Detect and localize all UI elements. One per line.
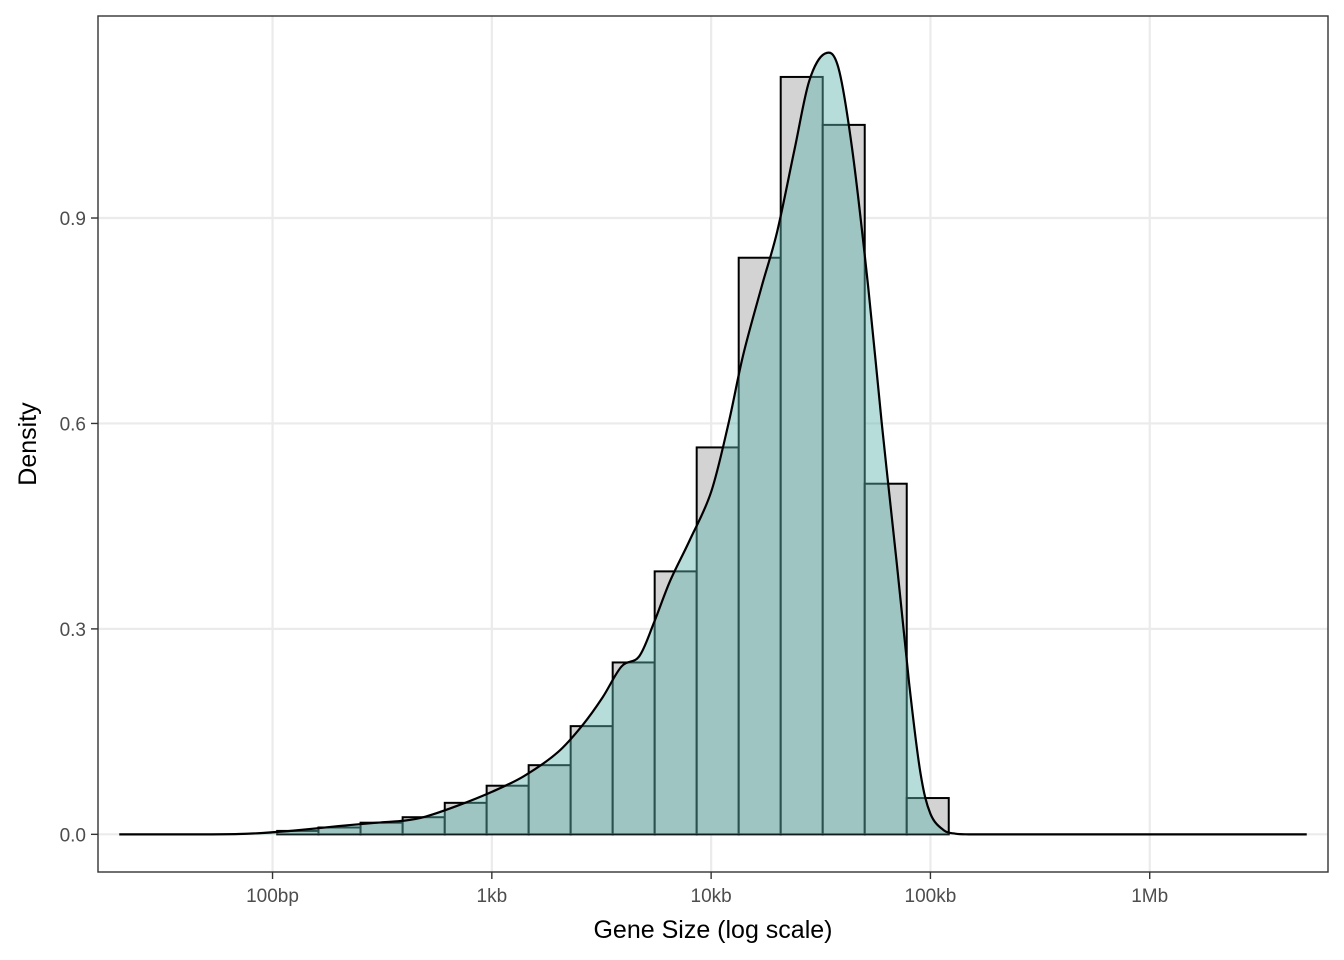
x-tick-label: 100bp <box>246 886 299 907</box>
histogram-bar <box>737 256 782 836</box>
histogram-bar <box>611 661 656 836</box>
histogram-bar <box>569 725 614 836</box>
x-tick-label: 100kb <box>905 886 957 907</box>
histogram-bar <box>863 482 908 836</box>
x-axis: 100bp 1kb 10kb 100kb 1Mb <box>246 872 1168 907</box>
histogram-bar <box>485 784 530 836</box>
x-tick-label: 10kb <box>691 886 732 907</box>
histogram-bars <box>276 75 950 836</box>
histogram-bar <box>779 75 824 836</box>
x-tick-label: 1Mb <box>1131 886 1168 907</box>
y-axis: 0.0 0.3 0.6 0.9 <box>60 209 98 846</box>
y-axis-title: Density <box>14 402 42 486</box>
density-line <box>119 51 1307 836</box>
y-tick-label: 0.0 <box>60 825 86 846</box>
y-tick-label: 0.3 <box>60 620 86 641</box>
x-tick-label: 1kb <box>477 886 508 907</box>
y-tick-label: 0.6 <box>60 414 86 435</box>
panel-border <box>97 15 1329 873</box>
y-tick-label: 0.9 <box>60 209 86 230</box>
density-curve-group <box>119 51 1307 836</box>
histogram-bar <box>821 123 866 836</box>
histogram-bar <box>653 570 698 836</box>
density-area <box>119 52 1307 835</box>
x-axis-title: Gene Size (log scale) <box>593 916 832 944</box>
histogram-bar <box>527 764 572 836</box>
